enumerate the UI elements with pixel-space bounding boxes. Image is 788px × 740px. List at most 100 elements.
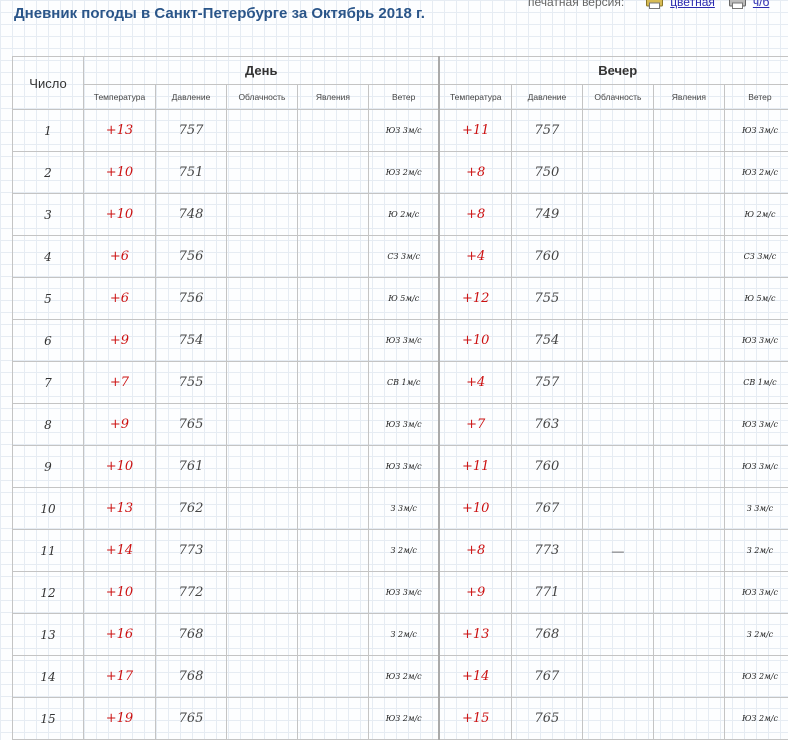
evening-wind-cell: Ю 5м/с xyxy=(724,278,788,320)
day-cloudiness-cell xyxy=(226,110,297,152)
date-number-cell: 14 xyxy=(13,656,84,698)
evening-pressure-cell: 771 xyxy=(511,572,582,614)
print-color-item[interactable]: цветная xyxy=(646,0,715,9)
day-cloudiness-cell xyxy=(226,446,297,488)
evening-phenomena-cell xyxy=(653,362,724,404)
evening-phenomena-cell xyxy=(653,152,724,194)
date-number-cell: 11 xyxy=(13,530,84,572)
evening-wind-cell: З 3м/с xyxy=(724,488,788,530)
wind-label: ЮЗ 2м/с xyxy=(725,715,788,723)
evening-pressure-cell: 757 xyxy=(511,362,582,404)
day-pressure-cell: 773 xyxy=(155,530,226,572)
evening-phenomena-cell xyxy=(653,404,724,446)
wind-label: ЮЗ 3м/с xyxy=(369,337,439,345)
evening-temperature-cell: +15 xyxy=(439,698,511,740)
wind-label: СЗ 3м/с xyxy=(369,253,439,261)
day-wind-cell: ЮЗ 3м/с xyxy=(368,572,439,614)
day-phenomena-cell xyxy=(297,614,368,656)
evening-phenomena-cell xyxy=(653,488,724,530)
day-pressure-cell: 765 xyxy=(155,698,226,740)
day-cloudiness-header: Облачность xyxy=(226,85,297,110)
evening-phenomena-header: Явления xyxy=(653,85,724,110)
evening-temperature-cell: +12 xyxy=(439,278,511,320)
evening-cloudiness-cell xyxy=(582,194,653,236)
wind-label: З 3м/с xyxy=(369,505,439,513)
evening-pressure-cell: 757 xyxy=(511,110,582,152)
day-pressure-cell: 756 xyxy=(155,236,226,278)
print-version-label: печатная версия: xyxy=(528,0,624,9)
evening-cloudiness-cell xyxy=(582,656,653,698)
evening-phenomena-cell xyxy=(653,698,724,740)
day-temperature-cell: +10 xyxy=(83,152,155,194)
day-cloudiness-cell xyxy=(226,278,297,320)
date-number-cell: 12 xyxy=(13,572,84,614)
day-phenomena-cell xyxy=(297,656,368,698)
day-phenomena-cell xyxy=(297,446,368,488)
day-pressure-cell: 768 xyxy=(155,656,226,698)
print-bw-item[interactable]: ч/б xyxy=(729,0,769,9)
evening-pressure-cell: 750 xyxy=(511,152,582,194)
print-bw-link[interactable]: ч/б xyxy=(753,0,769,9)
day-wind-cell: Ю 2м/с xyxy=(368,194,439,236)
evening-temperature-cell: +8 xyxy=(439,152,511,194)
day-phenomena-cell xyxy=(297,530,368,572)
day-temperature-cell: +19 xyxy=(83,698,155,740)
date-number-cell: 2 xyxy=(13,152,84,194)
day-pressure-cell: 765 xyxy=(155,404,226,446)
date-number-cell: 10 xyxy=(13,488,84,530)
wind-label: ЮЗ 2м/с xyxy=(369,673,439,681)
evening-wind-cell: ЮЗ 2м/с xyxy=(724,656,788,698)
day-temperature-cell: +13 xyxy=(83,488,155,530)
day-phenomena-cell xyxy=(297,572,368,614)
wind-label: ЮЗ 2м/с xyxy=(725,673,788,681)
printer-color-icon xyxy=(646,0,663,9)
evening-pressure-cell: 760 xyxy=(511,446,582,488)
wind-label: ЮЗ 3м/с xyxy=(369,589,439,597)
evening-cloudiness-cell xyxy=(582,278,653,320)
day-temperature-cell: +13 xyxy=(83,110,155,152)
wind-label: ЮЗ 3м/с xyxy=(725,127,788,135)
date-number-cell: 15 xyxy=(13,698,84,740)
day-temperature-cell: +6 xyxy=(83,236,155,278)
evening-wind-cell: ЮЗ 3м/с xyxy=(724,110,788,152)
wind-label: СЗ 3м/с xyxy=(725,253,788,261)
day-phenomena-cell xyxy=(297,236,368,278)
evening-cloudiness-cell xyxy=(582,362,653,404)
evening-pressure-cell: 763 xyxy=(511,404,582,446)
day-cloudiness-cell xyxy=(226,404,297,446)
day-temperature-cell: +16 xyxy=(83,614,155,656)
evening-wind-cell: ЮЗ 3м/с xyxy=(724,320,788,362)
wind-label: З 2м/с xyxy=(725,631,788,639)
evening-pressure-cell: 767 xyxy=(511,656,582,698)
day-wind-cell: ЮЗ 3м/с xyxy=(368,404,439,446)
day-pressure-cell: 754 xyxy=(155,320,226,362)
day-cloudiness-cell xyxy=(226,194,297,236)
day-wind-cell: ЮЗ 2м/с xyxy=(368,152,439,194)
date-number-cell: 6 xyxy=(13,320,84,362)
wind-label: СВ 1м/с xyxy=(369,379,439,387)
day-cloudiness-cell xyxy=(226,530,297,572)
day-cloudiness-cell xyxy=(226,656,297,698)
day-temperature-cell: +9 xyxy=(83,320,155,362)
evening-wind-header: Ветер xyxy=(724,85,788,110)
wind-label: З 2м/с xyxy=(369,547,439,555)
print-color-link[interactable]: цветная xyxy=(670,0,715,9)
wind-label: З 2м/с xyxy=(725,547,788,555)
evening-temperature-cell: +8 xyxy=(439,194,511,236)
day-pressure-cell: 762 xyxy=(155,488,226,530)
date-number-cell: 13 xyxy=(13,614,84,656)
wind-label: ЮЗ 3м/с xyxy=(369,127,439,135)
wind-label: Ю 5м/с xyxy=(369,295,439,303)
day-temperature-cell: +6 xyxy=(83,278,155,320)
evening-temperature-cell: +10 xyxy=(439,320,511,362)
day-cloudiness-cell xyxy=(226,362,297,404)
day-wind-cell: ЮЗ 2м/с xyxy=(368,656,439,698)
wind-label: СВ 1м/с xyxy=(725,379,788,387)
day-wind-cell: СВ 1м/с xyxy=(368,362,439,404)
wind-label: Ю 2м/с xyxy=(369,211,439,219)
